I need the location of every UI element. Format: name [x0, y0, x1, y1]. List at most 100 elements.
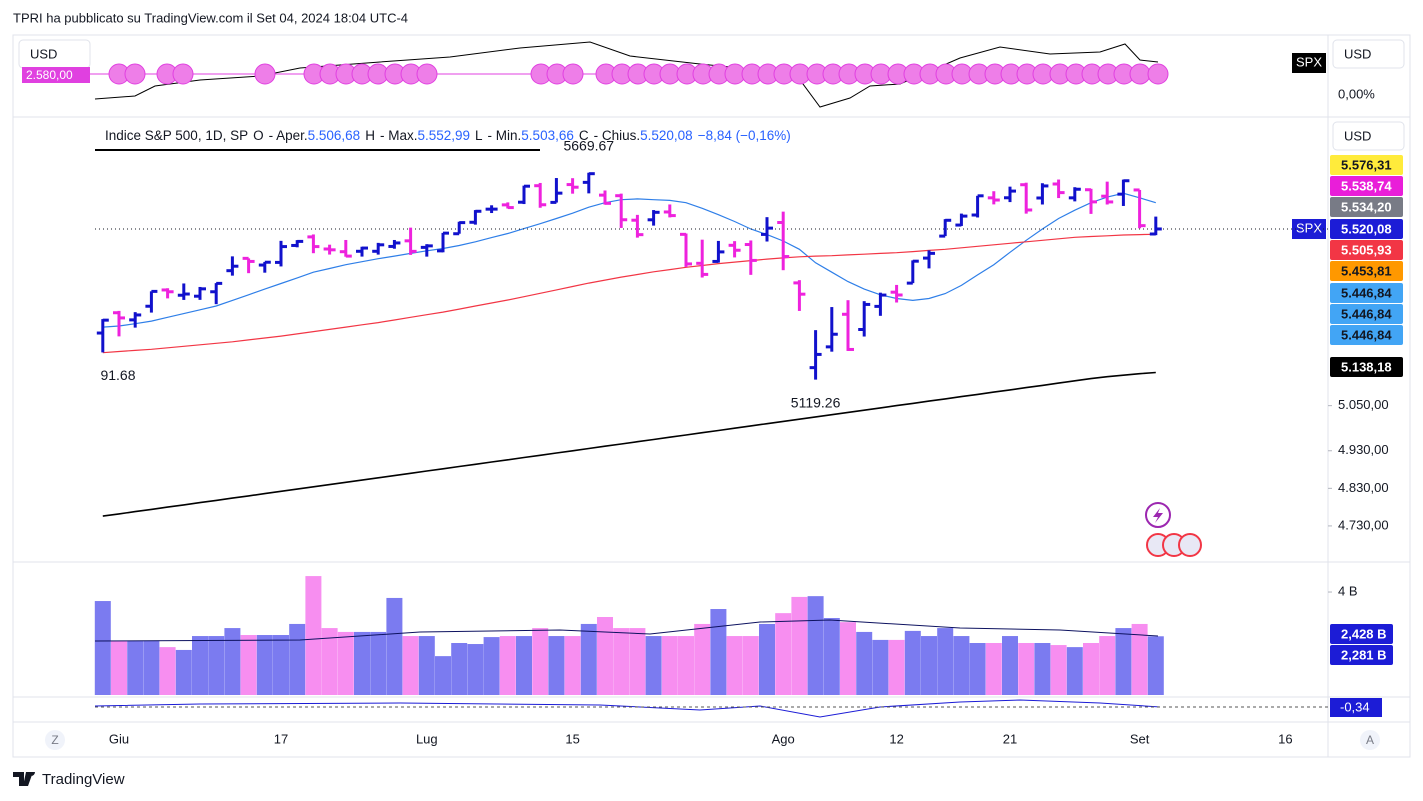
volume-bar: [305, 576, 322, 695]
volume-label: 2,281 B: [1341, 647, 1387, 662]
volume-bar: [1131, 623, 1148, 695]
volume-bar: [418, 636, 435, 695]
top-marker: [124, 63, 146, 85]
volume-bar: [645, 636, 662, 695]
volume-ma: [94, 619, 1159, 642]
price-label-box: [1330, 304, 1403, 324]
currency-button[interactable]: [1332, 39, 1405, 69]
currency-button[interactable]: [1332, 121, 1405, 151]
annotation: 91.68: [100, 367, 135, 383]
volume-bar: [629, 628, 646, 695]
legend-text: - Max.: [379, 128, 418, 143]
frame: [12, 34, 1411, 758]
volume-bar: [224, 628, 241, 695]
volume-bar: [953, 636, 970, 695]
top-label-box: [22, 67, 90, 83]
volume-bar: [1099, 636, 1116, 695]
volume-bar: [1115, 628, 1132, 695]
legend-text: - Min.: [487, 128, 522, 143]
price-label-box: [1330, 240, 1403, 260]
axis-button[interactable]: [1360, 730, 1380, 750]
volume-bar: [256, 635, 273, 695]
volume-bar: [823, 618, 840, 695]
volume-bar: [208, 636, 225, 695]
volume-bar: [742, 636, 759, 695]
price-label-box: [1330, 261, 1403, 281]
currency: USD: [30, 46, 57, 61]
top-percent: 0,00%: [1338, 86, 1375, 101]
volume-bar: [888, 639, 905, 695]
symbol-badge: [1292, 219, 1326, 239]
volume-bar: [321, 628, 338, 695]
volume-bar: [143, 640, 160, 695]
volume-label-box: [1330, 624, 1393, 644]
volume-bar: [483, 637, 500, 695]
legend: Indice S&P 500, 1D, SP O - Aper. 5.506,68…: [105, 128, 791, 143]
volume-bar: [192, 636, 208, 695]
price-label-box: [1330, 176, 1403, 196]
volume-bar: [532, 628, 549, 695]
volume-bar: [969, 643, 986, 695]
volume-bar: [516, 636, 532, 695]
currency: USD: [1344, 46, 1371, 61]
volume-bar: [402, 636, 419, 695]
volume-bar: [759, 623, 775, 695]
axis-button[interactable]: [45, 730, 65, 750]
volume-bar: [467, 644, 484, 695]
price-label: 5.538,74: [1341, 178, 1392, 193]
volume-bar: [159, 647, 176, 695]
volume-bar: [354, 631, 370, 695]
oscillator-label: -0,34: [1340, 699, 1370, 714]
volume-bar: [597, 617, 613, 695]
ma-line: [102, 371, 1156, 517]
volume-tick-label: 4 B: [1338, 583, 1358, 598]
price-label: 5.520,08: [1341, 221, 1392, 236]
price-label-box: [1330, 197, 1403, 217]
symbol: SPX: [1296, 220, 1322, 235]
volume-bar: [337, 631, 354, 695]
brand-logo: [13, 772, 35, 786]
legend-value: 5.503,66: [521, 128, 574, 143]
volume-bar: [1147, 636, 1164, 695]
volume-bar: [386, 597, 403, 695]
price-label: 5.446,84: [1341, 306, 1392, 321]
flag-icon[interactable]: [1178, 533, 1202, 557]
legend-value: 5.506,68: [307, 128, 361, 143]
annotation: 5119.26: [791, 394, 841, 410]
top-marker: [1147, 63, 1169, 85]
volume-bar: [985, 643, 1002, 695]
volume-bar: [127, 640, 144, 695]
volume-bar: [564, 636, 581, 695]
symbol: SPX: [1296, 54, 1322, 69]
volume-bar: [710, 609, 727, 695]
volume-bar: [370, 631, 387, 695]
volume-bar: [1018, 643, 1035, 695]
volume-bar: [111, 640, 127, 695]
x-tick-label: 16: [1278, 731, 1292, 746]
volume-bar: [240, 635, 257, 695]
volume-bar: [791, 596, 808, 695]
legend-change: −8,84 (−0,16%): [697, 128, 791, 143]
volume-bar: [1002, 636, 1018, 695]
volume-bar: [937, 628, 954, 695]
y-tick-label: 5.050,00: [1338, 397, 1389, 412]
annotation: 5669.67: [563, 137, 614, 153]
volume-bar: [289, 623, 306, 695]
legend-key: C: [578, 128, 589, 143]
legend-key: L: [475, 128, 483, 143]
price-label-box: [1330, 219, 1403, 239]
axis-button-label: A: [1366, 733, 1374, 747]
x-tick-label: 12: [889, 731, 903, 746]
volume-bar: [548, 636, 565, 695]
volume-bar: [499, 636, 516, 695]
top-markers: [108, 63, 1169, 85]
volume-bar: [840, 622, 856, 695]
price-label-box: [1330, 325, 1403, 345]
y-tick-label: 4.730,00: [1338, 517, 1389, 532]
oscillator-label-box: [1330, 698, 1382, 717]
price-label-box: [1330, 155, 1403, 175]
x-tick-label: Set: [1130, 731, 1150, 746]
top-marker: [416, 63, 438, 85]
price-label: 5.453,81: [1341, 263, 1392, 278]
volume-bar: [94, 601, 111, 695]
